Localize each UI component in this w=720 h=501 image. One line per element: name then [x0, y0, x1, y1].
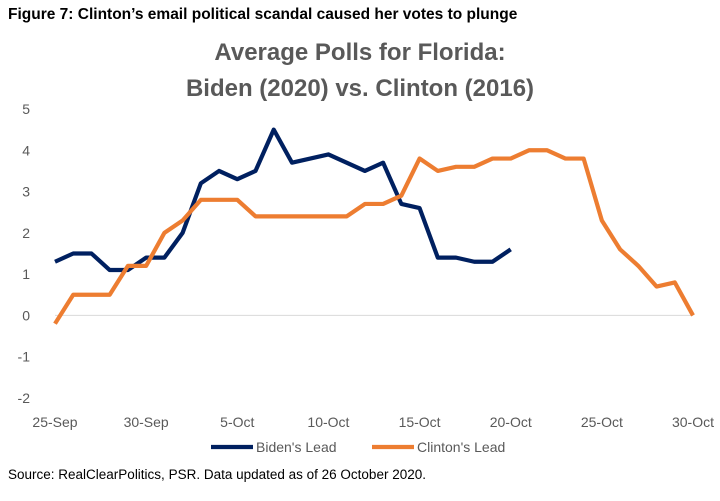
x-tick-label: 10-Oct: [307, 414, 349, 430]
data-point-biden: [436, 256, 440, 260]
data-point-biden: [509, 247, 513, 251]
data-point-clinton: [436, 169, 440, 173]
data-point-clinton: [199, 198, 203, 202]
data-point-clinton: [673, 280, 677, 284]
data-point-clinton: [235, 198, 239, 202]
data-point-clinton: [563, 157, 567, 161]
chart-title-line-2: Biden (2020) vs. Clinton (2016): [185, 75, 535, 102]
data-point-clinton: [381, 202, 385, 206]
data-point-biden: [308, 157, 312, 161]
x-tick-label: 30-Sep: [124, 414, 169, 430]
data-point-clinton: [71, 293, 75, 297]
data-point-biden: [454, 256, 458, 260]
y-tick-label: 2: [22, 225, 30, 241]
x-tick-label: 5-Oct: [220, 414, 254, 430]
y-tick-label: -2: [18, 390, 31, 406]
chart-title-line-1: Average Polls for Florida:: [214, 39, 506, 66]
y-tick-label: 3: [22, 184, 30, 200]
data-point-clinton: [454, 165, 458, 169]
data-point-biden: [418, 206, 422, 210]
data-point-clinton: [545, 148, 549, 152]
data-point-clinton: [691, 313, 695, 317]
data-point-clinton: [618, 247, 622, 251]
data-point-clinton: [89, 293, 93, 297]
data-point-biden: [254, 169, 258, 173]
data-point-biden: [71, 252, 75, 256]
data-point-clinton: [290, 214, 294, 218]
y-tick-label: -1: [18, 349, 31, 365]
x-tick-label: 15-Oct: [399, 414, 441, 430]
data-point-clinton: [326, 214, 330, 218]
data-point-biden: [472, 260, 476, 264]
y-tick-label: 0: [22, 307, 30, 323]
data-point-biden: [199, 181, 203, 185]
data-point-clinton: [636, 264, 640, 268]
data-point-biden: [217, 169, 221, 173]
data-point-clinton: [254, 214, 258, 218]
data-point-biden: [53, 260, 57, 264]
data-point-clinton: [399, 194, 403, 198]
data-point-clinton: [144, 264, 148, 268]
data-point-biden: [89, 252, 93, 256]
data-point-clinton: [126, 264, 130, 268]
data-point-clinton: [308, 214, 312, 218]
data-point-biden: [399, 202, 403, 206]
legend-label-clinton: Clinton's Lead: [417, 439, 505, 455]
data-point-clinton: [418, 157, 422, 161]
source-note: Source: RealClearPolitics, PSR. Data upd…: [8, 467, 426, 482]
x-tick-label: 30-Oct: [672, 414, 714, 430]
x-tick-label: 25-Oct: [581, 414, 623, 430]
data-point-clinton: [527, 148, 531, 152]
data-point-biden: [272, 128, 276, 132]
data-point-biden: [345, 161, 349, 165]
data-point-biden: [162, 256, 166, 260]
legend-label-biden: Biden's Lead: [256, 439, 337, 455]
data-point-clinton: [217, 198, 221, 202]
data-point-biden: [326, 152, 330, 156]
data-point-clinton: [108, 293, 112, 297]
data-point-biden: [235, 177, 239, 181]
data-point-biden: [108, 268, 112, 272]
data-point-clinton: [345, 214, 349, 218]
y-tick-label: 5: [22, 101, 30, 117]
data-point-clinton: [600, 218, 604, 222]
data-point-clinton: [272, 214, 276, 218]
data-point-clinton: [363, 202, 367, 206]
data-point-clinton: [509, 157, 513, 161]
data-point-biden: [490, 260, 494, 264]
series-line-clinton: [53, 148, 695, 325]
data-point-clinton: [162, 231, 166, 235]
data-point-clinton: [181, 218, 185, 222]
figure-caption: Figure 7: Clinton’s email political scan…: [8, 6, 518, 23]
data-point-biden: [290, 161, 294, 165]
data-point-clinton: [490, 157, 494, 161]
data-point-biden: [363, 169, 367, 173]
data-point-clinton: [582, 157, 586, 161]
y-tick-label: 4: [22, 142, 30, 158]
data-point-clinton: [53, 322, 57, 326]
x-tick-label: 20-Oct: [490, 414, 532, 430]
data-point-clinton: [655, 285, 659, 289]
data-point-biden: [381, 161, 385, 165]
series-line-biden: [54, 127, 512, 273]
x-tick-label: 25-Sep: [32, 414, 77, 430]
data-point-biden: [181, 231, 185, 235]
y-tick-label: 1: [22, 266, 30, 282]
data-point-clinton: [472, 165, 476, 169]
